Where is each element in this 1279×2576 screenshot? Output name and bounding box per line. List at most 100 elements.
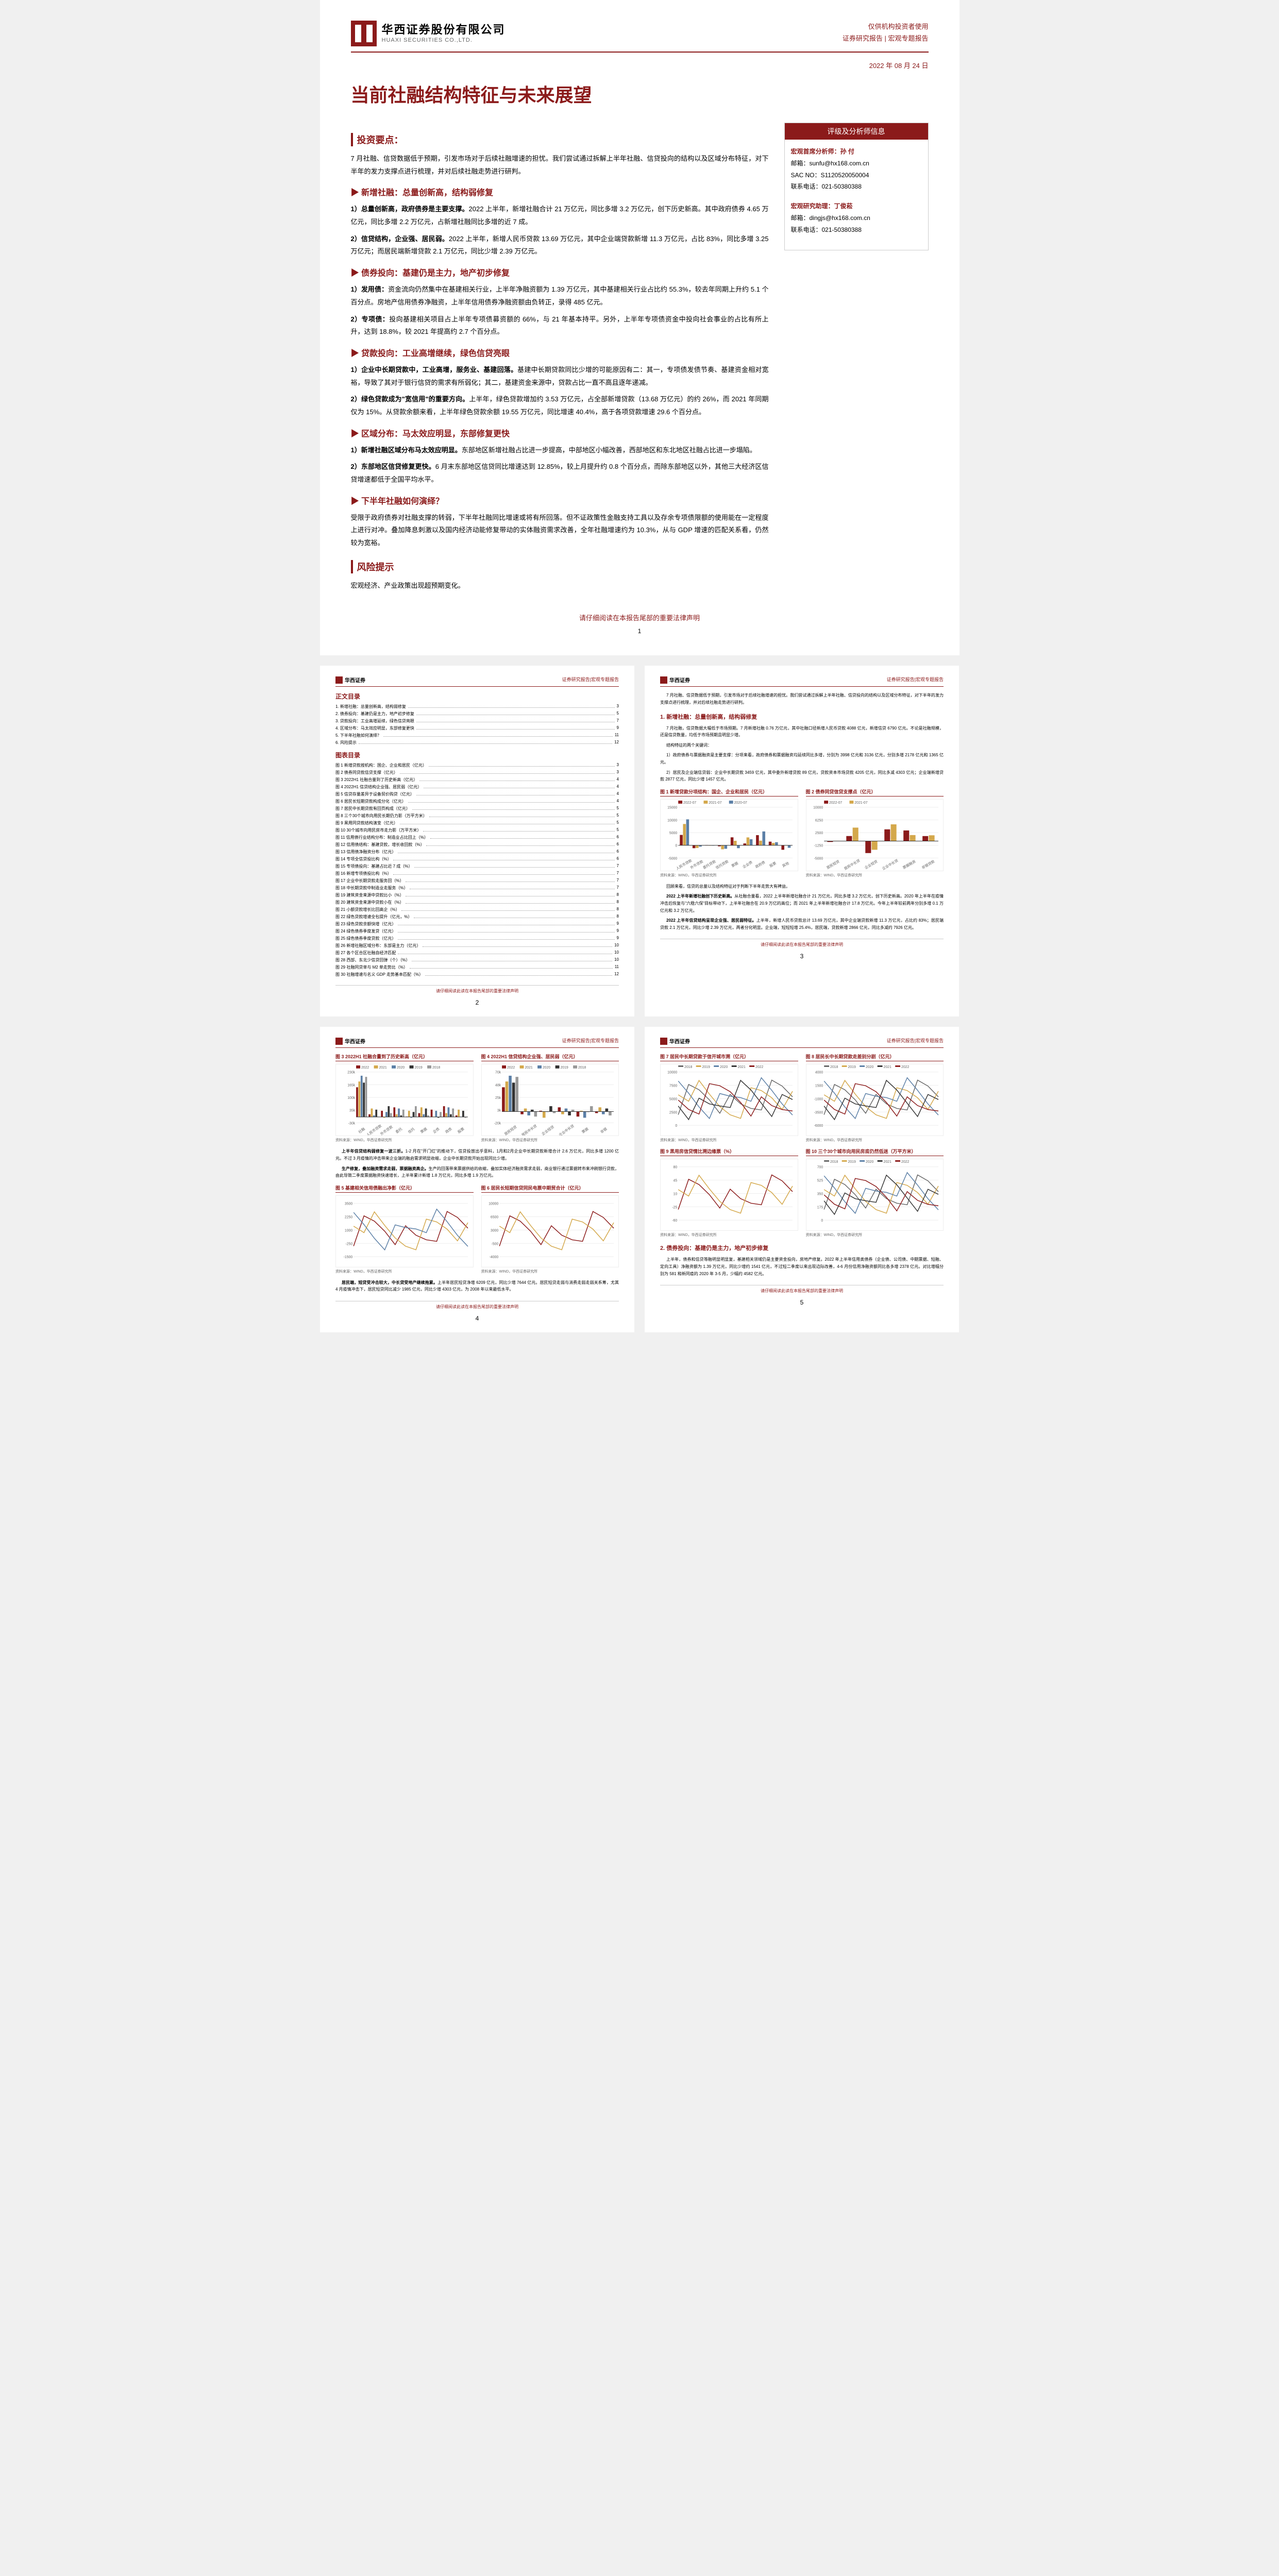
- svg-text:10000: 10000: [667, 819, 677, 822]
- sec2-p1: 1）发用债：资金流向仍然集中在基建相关行业，上半年净融资额为 1.39 万亿元，…: [351, 283, 769, 309]
- svg-text:25k: 25k: [495, 1096, 501, 1100]
- small-logo-icon-5: [660, 1038, 667, 1045]
- svg-text:2020: 2020: [866, 1065, 873, 1069]
- fig8-source: 资料来源：WIND，华西证券研究所: [806, 1138, 944, 1143]
- toc-item: 3. 贷款投向：工业高增延续，绿色信贷亮眼7: [335, 718, 619, 724]
- p3-p2: 结构特征的两个关键词：: [660, 742, 944, 749]
- sec2-title: 债券投向：基建仍是主力，地产初步修复: [351, 266, 769, 278]
- svg-text:社融: 社融: [358, 1127, 366, 1134]
- header: 华西证券股份有限公司 HUAXI SECURITIES CO.,LTD. 仅供机…: [351, 21, 929, 53]
- svg-text:700: 700: [817, 1166, 823, 1170]
- toc-chart-item: 图 22 绿色贷款增速全包提升（亿元，%）8: [335, 914, 619, 920]
- p3-p1: 7 月社融，信贷数据大幅低于市场预期。7 月新增社融 0.76 万亿元，其中社融…: [660, 725, 944, 739]
- chart-fig5: 图 5 基建相关信用债融出净影（亿元） 350022501000-250-150…: [335, 1184, 474, 1274]
- svg-text:3k: 3k: [497, 1109, 501, 1113]
- toc-chart-item: 图 18 中长期贷款中制造业走服务（%）7: [335, 885, 619, 891]
- breadcrumb: 证券研究报告|宏观专题报告: [562, 676, 619, 684]
- toc-chart-item: 图 26 新增社融区域分布：东部是主力（亿元）10: [335, 943, 619, 948]
- svg-text:2019: 2019: [848, 1065, 855, 1069]
- header-tag-1: 仅供机构投资者使用: [843, 21, 929, 32]
- sec3-title: 贷款投向：工业高增继续，绿色信贷亮眼: [351, 346, 769, 359]
- analyst-2-role: 宏观研究助理：丁俊菘: [791, 200, 922, 212]
- svg-text:-6000: -6000: [814, 1125, 823, 1128]
- chart-fig7: 图 7 居民中长期贷款于信开城市溯（亿元） 201820192020202120…: [660, 1053, 798, 1143]
- svg-text:企业短贷: 企业短贷: [864, 859, 878, 870]
- svg-text:2018: 2018: [432, 1066, 440, 1070]
- svg-text:0: 0: [675, 844, 677, 848]
- page-2: 华西证券 证券研究报告|宏观专题报告 正文目录 1. 新增社融：总量创新高，结构…: [320, 666, 634, 1016]
- toc-chart-item: 图 17 企业中长期贷款走服务回（%）7: [335, 878, 619, 884]
- svg-text:1000: 1000: [345, 1229, 352, 1232]
- svg-text:2019: 2019: [414, 1066, 422, 1070]
- svg-text:3000: 3000: [490, 1229, 498, 1232]
- svg-text:230k: 230k: [347, 1071, 355, 1075]
- fig8-canvas: 2018201920202021202240001500-1000-3500-6…: [806, 1064, 944, 1136]
- fig10-source: 资料来源：WIND，华西证券研究所: [806, 1232, 944, 1238]
- fig6-title: 图 6 居民长短期信贷同民电票中期贸合计（亿元）: [481, 1184, 619, 1193]
- svg-text:企业债: 企业债: [742, 860, 753, 869]
- analyst-1-tel: 联系电话：021-50380388: [791, 181, 922, 193]
- svg-text:人民币贷款: 人民币贷款: [675, 858, 693, 871]
- svg-text:5000: 5000: [669, 832, 677, 835]
- page-num-5: 5: [660, 1299, 944, 1306]
- small-logo-5: 华西证券: [660, 1037, 690, 1045]
- toc-item: 2. 债券投向：基建仍是主力，地产初步修复5: [335, 711, 619, 717]
- svg-text:委托贷款: 委托贷款: [702, 859, 716, 870]
- svg-text:10000: 10000: [489, 1202, 498, 1206]
- toc-chart-item: 图 15 专项债投向：基建占比近 7 成（%）7: [335, 863, 619, 869]
- fig5-source: 资料来源：WIND，华西证券研究所: [335, 1269, 474, 1274]
- chart-row-1-2: 图 1 新增贷款分项结构：国企、企业和居民（亿元） 2022-072021-07…: [660, 788, 944, 878]
- svg-text:2022: 2022: [901, 1160, 909, 1164]
- p5-title: 2. 债券投向：基建仍是主力，地产初步修复: [660, 1244, 944, 1252]
- svg-text:2020-07: 2020-07: [734, 801, 747, 805]
- toc-chart-item: 图 23 绿色贷款余额快增（亿元）9: [335, 921, 619, 927]
- small-header-5: 华西证券 证券研究报告|宏观专题报告: [660, 1037, 944, 1048]
- svg-text:-60: -60: [672, 1219, 677, 1223]
- svg-text:10000: 10000: [667, 1071, 677, 1075]
- fig5-canvas: 350022501000-250-1500: [335, 1195, 474, 1267]
- svg-text:-30k: -30k: [348, 1122, 356, 1126]
- content-wrap: 投资要点： 7 月社融、信贷数据低于预期，引发市场对于后续社融增速的担忧。我们尝…: [351, 123, 929, 597]
- p4-text1: 回顾来看，信贷的总量以及结构特征对于判断下半年走势大有裨益。: [660, 883, 944, 890]
- svg-text:2021-07: 2021-07: [709, 801, 721, 805]
- svg-text:-5000: -5000: [814, 857, 823, 860]
- svg-text:-20k: -20k: [494, 1122, 501, 1126]
- fig10-title: 图 10 三个30个城市向用民房底仍然低迷（万平方米）: [806, 1148, 944, 1156]
- svg-text:2018: 2018: [830, 1065, 838, 1069]
- toc-chart-item: 图 27 各个区合区社融自经济匹配10: [335, 950, 619, 956]
- sec1-p2: 2）信贷结构，企业强、居民弱。2022 上半年，新增人民币贷款 13.69 万亿…: [351, 233, 769, 258]
- svg-text:-250: -250: [345, 1242, 352, 1246]
- toc-chart-item: 图 6 居民长短期贷款构成分化（亿元）4: [335, 799, 619, 804]
- page-num-3: 3: [660, 953, 944, 960]
- risk-text: 宏观经济、产业政策出现超预期变化。: [351, 580, 769, 592]
- sec4-title: 区域分布：马太效应明显，东部修复更快: [351, 427, 769, 439]
- svg-text:居民中长贷: 居民中长贷: [843, 858, 861, 871]
- chart-row-5-6: 图 5 基建相关信用债融出净影（亿元） 350022501000-250-150…: [335, 1184, 619, 1274]
- svg-text:2019: 2019: [848, 1160, 855, 1164]
- chart-row-3-4: 图 3 2022H1 社融合量到了历史新高（亿元） 20222021202020…: [335, 1053, 619, 1143]
- svg-text:2021: 2021: [883, 1065, 891, 1069]
- fig9-title: 图 9 黑用房信贷情比溯边缘票（%）: [660, 1148, 798, 1156]
- toc-item: 1. 新增社融：总量创新高，结构弱修复3: [335, 704, 619, 709]
- svg-text:2019: 2019: [560, 1066, 568, 1070]
- svg-text:0: 0: [675, 1125, 677, 1128]
- fig7-title: 图 7 居民中长期贷款于信开城市溯（亿元）: [660, 1053, 798, 1061]
- svg-text:信托: 信托: [407, 1127, 416, 1134]
- small-header: 华西证券 证券研究报告|宏观专题报告: [335, 676, 619, 687]
- svg-text:6500: 6500: [490, 1215, 498, 1219]
- small-footer-3: 请仔细阅读此读在本报告尾部的重要法律声明: [660, 939, 944, 947]
- svg-text:6250: 6250: [815, 819, 822, 822]
- svg-text:2022: 2022: [755, 1065, 763, 1069]
- small-logo-4: 华西证券: [335, 1037, 365, 1045]
- report-title: 当前社融结构特征与未来展望: [351, 80, 929, 107]
- analyst-2-tel: 联系电话：021-50380388: [791, 224, 922, 236]
- small-logo-icon-3: [660, 676, 667, 684]
- svg-text:非银: 非银: [599, 1127, 608, 1134]
- chart-fig3: 图 3 2022H1 社融合量到了历史新高（亿元） 20222021202020…: [335, 1053, 474, 1143]
- chart-fig2: 图 2 债券同贷信贷支撑点（亿元） 2022-072021-0710000625…: [806, 788, 944, 878]
- sec3-p1: 1）企业中长期贷款中，工业高增，服务业、基建回落。基建中长期贷款同比少增的可能原…: [351, 364, 769, 389]
- p4-para3: 居民端，短贷受冲击较大，中长贷受地产继续拖累。上半年居民短贷净增 6209 亿元…: [335, 1279, 619, 1293]
- svg-text:2021: 2021: [379, 1066, 386, 1070]
- p4-b2: 2022 上半年信贷结构呈现企业强、居民弱特征。上半年，新增人民币贷款总计 13…: [660, 917, 944, 931]
- svg-text:2020: 2020: [720, 1065, 728, 1069]
